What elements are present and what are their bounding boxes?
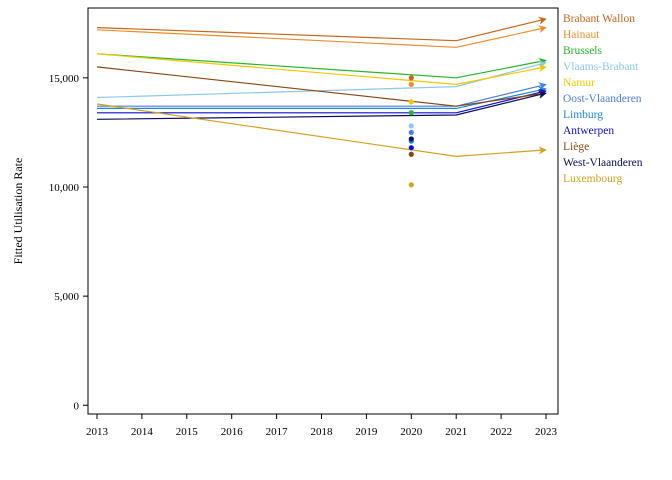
legend-entry: Oost-Vlaanderen	[563, 93, 642, 105]
y-axis-title: Fitted Utilisation Rate	[11, 158, 25, 265]
y-tick-label: 10,000	[49, 182, 80, 194]
series-line-vlaams-brabant	[96, 60, 547, 99]
legend-entry: West-Vlaanderen	[563, 157, 643, 169]
series-line-luxembourg	[96, 103, 547, 158]
x-tick-label: 2017	[266, 426, 289, 438]
legend-entry: Brabant Wallon	[563, 13, 635, 25]
legend-entry: Namur	[563, 77, 595, 89]
legend-entry: Vlaams-Brabant	[563, 61, 639, 73]
x-tick-label: 2016	[221, 426, 244, 438]
series-line-li-ge	[96, 66, 547, 107]
x-tick-label: 2021	[445, 426, 467, 438]
y-tick-label: 15,000	[49, 73, 80, 85]
series-line-namur	[96, 53, 547, 86]
series-lines	[96, 16, 547, 158]
legend-entry: Hainaut	[563, 29, 600, 41]
point-2020	[408, 110, 414, 116]
point-2020	[408, 136, 414, 142]
point-2020	[408, 182, 414, 188]
point-2020	[408, 123, 414, 129]
plot-frame	[87, 7, 559, 415]
point-2020	[408, 129, 414, 136]
legend-entry: Limburg	[563, 109, 603, 121]
point-2020	[408, 99, 414, 105]
x-tick-label: 2023	[535, 426, 558, 438]
points-2020	[408, 75, 414, 188]
legend-entry: Luxembourg	[563, 173, 622, 185]
y-tick-label: 5,000	[54, 291, 79, 303]
x-tick-label: 2022	[490, 426, 512, 438]
x-tick-label: 2018	[311, 426, 334, 438]
legend-entry: Liège	[563, 141, 589, 153]
point-2020	[408, 75, 414, 81]
series-line-brussels	[96, 53, 547, 79]
series-line-west-vlaanderen	[96, 90, 547, 120]
series-line-limburg	[97, 86, 547, 110]
x-tick-label: 2015	[176, 426, 199, 438]
series-line-hainaut	[96, 25, 547, 48]
x-axis: 2013 2014 2015 2016 2017 2018 2019 2020 2021 2022…	[86, 414, 558, 438]
x-tick-label: 2014	[131, 426, 154, 438]
x-tick-label: 2019	[355, 426, 378, 438]
point-2020	[408, 81, 414, 87]
y-tick-label: 0	[74, 400, 80, 412]
y-axis: 0 5,000 10,000 15,000	[49, 73, 88, 412]
series-line-antwerpen	[97, 88, 547, 114]
legend-entry: Antwerpen	[563, 125, 614, 137]
point-2020	[408, 145, 414, 151]
legend-entry: Brussels	[563, 45, 603, 57]
series-line-brabant-wallon	[96, 16, 547, 42]
x-tick-label: 2013	[86, 426, 109, 438]
legend: Brabant Wallon Hainaut Brussels Vlaams-Brab…	[563, 13, 643, 185]
point-2020	[408, 151, 414, 157]
x-tick-label: 2020	[400, 426, 423, 438]
